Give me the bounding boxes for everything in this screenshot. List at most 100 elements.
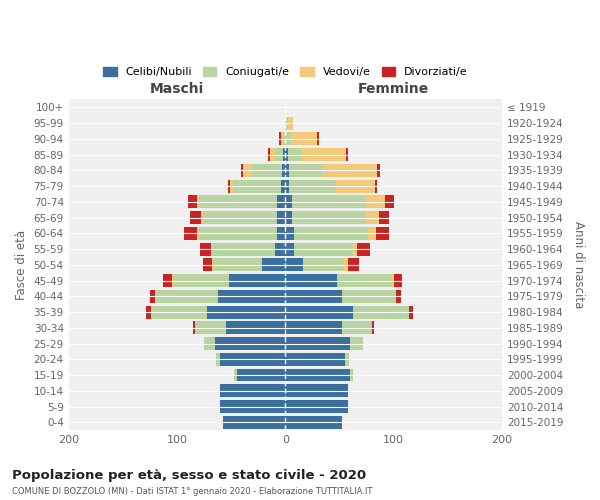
Text: Popolazione per età, sesso e stato civile - 2020: Popolazione per età, sesso e stato civil… [12,470,366,482]
Bar [286,384,348,397]
Bar [201,211,203,224]
Bar [376,227,389,240]
Bar [268,148,270,161]
Bar [350,337,364,350]
Bar [220,400,286,413]
Text: COMUNE DI BOZZOLO (MN) - Dati ISTAT 1° gennaio 2020 - Elaborazione TUTTITALIA.IT: COMUNE DI BOZZOLO (MN) - Dati ISTAT 1° g… [12,487,373,496]
Bar [203,211,277,224]
Bar [289,164,323,177]
Bar [286,242,294,256]
Bar [208,306,286,318]
Bar [379,211,389,224]
Bar [396,290,401,303]
Bar [151,306,208,318]
Bar [262,258,286,272]
Bar [216,353,220,366]
Bar [301,148,346,161]
Bar [286,400,348,413]
Bar [385,196,394,208]
Bar [294,242,353,256]
Bar [289,180,336,192]
Bar [345,353,349,366]
Bar [287,148,301,161]
Legend: Celibi/Nubili, Coniugati/e, Vedovi/e, Divorziati/e: Celibi/Nubili, Coniugati/e, Vedovi/e, Di… [99,62,472,82]
Bar [292,196,365,208]
Bar [252,164,282,177]
Bar [350,368,353,382]
Bar [286,116,287,130]
Bar [323,164,377,177]
Bar [394,274,403,287]
Bar [409,306,413,318]
Bar [199,196,277,208]
Bar [188,196,197,208]
Bar [228,180,230,192]
Bar [357,242,370,256]
Bar [286,258,302,272]
Bar [286,368,350,382]
Bar [287,116,293,130]
Bar [197,196,199,208]
Bar [283,132,286,145]
Bar [377,164,380,177]
Bar [392,274,394,287]
Bar [279,132,281,145]
Bar [292,211,365,224]
Bar [220,384,286,397]
Bar [277,211,286,224]
Bar [235,368,236,382]
Bar [286,322,342,334]
Bar [277,227,286,240]
Bar [203,258,212,272]
Bar [213,258,262,272]
Bar [286,290,342,303]
Bar [211,242,212,256]
Bar [294,227,368,240]
Bar [368,227,376,240]
Bar [220,353,286,366]
Bar [212,258,213,272]
Bar [372,322,374,334]
Bar [233,180,281,192]
Bar [286,416,342,428]
Text: Femmine: Femmine [358,82,430,96]
Bar [190,211,201,224]
Bar [286,132,291,145]
Bar [236,368,286,382]
Bar [302,258,344,272]
Bar [286,227,294,240]
Bar [365,196,385,208]
Bar [277,196,286,208]
Bar [197,227,199,240]
Bar [286,337,350,350]
Bar [286,274,337,287]
Bar [275,148,283,161]
Bar [193,322,196,334]
Bar [155,290,218,303]
Bar [172,274,173,287]
Bar [275,242,286,256]
Bar [281,180,286,192]
Bar [286,148,287,161]
Bar [230,180,233,192]
Bar [286,164,289,177]
Bar [344,258,348,272]
Text: Maschi: Maschi [150,82,204,96]
Bar [200,242,211,256]
Bar [173,274,229,287]
Bar [226,322,286,334]
Bar [365,211,379,224]
Bar [346,148,348,161]
Bar [353,242,357,256]
Bar [184,227,197,240]
Y-axis label: Anni di nascita: Anni di nascita [572,221,585,308]
Bar [196,322,226,334]
Bar [286,196,292,208]
Bar [317,132,319,145]
Bar [241,164,243,177]
Bar [218,290,286,303]
Bar [215,337,286,350]
Bar [204,337,215,350]
Bar [223,416,286,428]
Bar [229,274,286,287]
